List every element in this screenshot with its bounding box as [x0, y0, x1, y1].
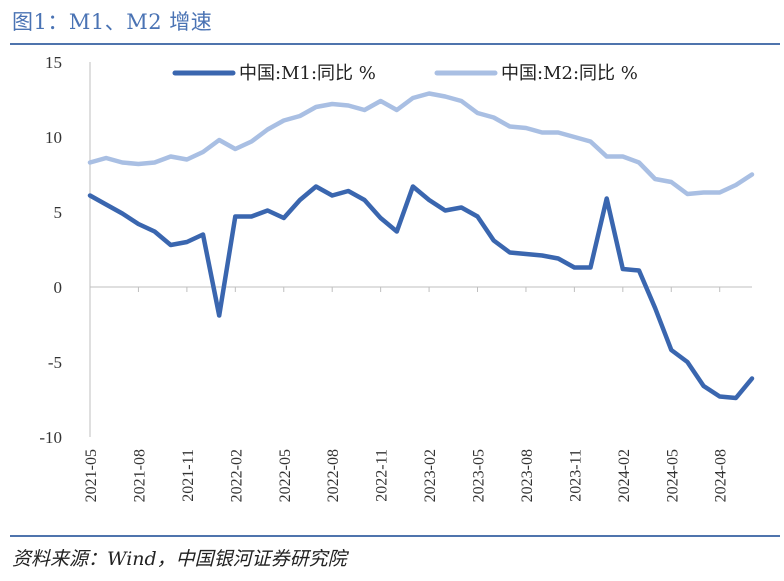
x-tick-label: 2023-08: [519, 449, 536, 502]
x-tick-label: 2021-08: [131, 449, 148, 502]
y-tick-label: -10: [39, 428, 62, 447]
y-tick-label: 15: [45, 53, 62, 72]
series-m2-line: [87, 91, 755, 197]
bottom-rule: [10, 535, 780, 537]
x-axis: 2021-05 2021-08 2021-11 2022-02 2022-05 2022-…: [83, 287, 730, 502]
legend-m1-label: 中国:M1:同比 %: [239, 63, 376, 84]
y-tick-label: 5: [54, 203, 63, 222]
x-tick-label: 2022-08: [325, 449, 342, 502]
y-axis: 15 10 5 0 -5 -10: [39, 53, 62, 447]
x-tick-label: 2023-02: [422, 449, 439, 502]
series-layer: [87, 91, 755, 401]
x-tick-label: 2024-08: [713, 449, 730, 502]
x-tick-label: 2023-11: [567, 449, 584, 502]
series-m1-line: [87, 184, 755, 401]
x-tick-label: 2023-05: [471, 449, 488, 502]
figure-title: 图1：M1、M2 增速: [12, 10, 213, 34]
legend: 中国:M1:同比 % 中国:M2:同比 %: [172, 63, 638, 84]
legend-m2-label: 中国:M2:同比 %: [501, 63, 638, 84]
top-rule: [10, 43, 780, 45]
x-tick-label: 2022-11: [374, 449, 391, 502]
y-tick-label: -5: [48, 353, 62, 372]
x-tick-label: 2021-11: [180, 449, 197, 502]
source-note: 资料来源：Wind，中国银河证券研究院: [12, 548, 347, 570]
y-tick-label: 10: [45, 128, 62, 147]
x-tick-label: 2024-02: [616, 449, 633, 502]
x-tick-label: 2021-05: [83, 449, 100, 502]
x-tick-label: 2024-05: [664, 449, 681, 502]
y-tick-label: 0: [54, 278, 63, 297]
x-tick-label: 2022-05: [277, 449, 294, 502]
x-tick-label: 2022-02: [228, 449, 245, 502]
